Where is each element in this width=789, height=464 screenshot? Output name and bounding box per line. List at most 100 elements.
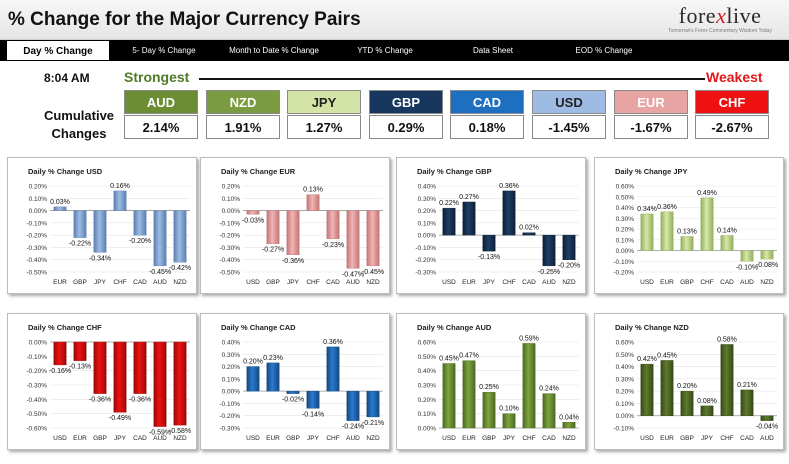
bar-eur [660, 211, 674, 251]
data-label: -0.02% [282, 397, 304, 404]
x-tick-label: JPY [94, 279, 107, 286]
data-label: 0.42% [637, 356, 657, 363]
data-label: 0.13% [303, 187, 323, 194]
tab-eod-change[interactable]: EOD % Change [575, 46, 633, 55]
data-label: -0.27% [262, 247, 284, 254]
y-tick-label: 0.20% [418, 208, 437, 215]
data-label: 0.10% [499, 406, 519, 413]
y-tick-label: -0.30% [219, 245, 240, 252]
x-tick-label: NZD [173, 279, 187, 286]
y-tick-label: 0.30% [616, 216, 635, 223]
x-tick-label: EUR [73, 435, 87, 442]
y-tick-label: 0.10% [29, 196, 48, 203]
bar-gbp [680, 390, 694, 416]
bar-jpy [482, 234, 496, 252]
bar-cad [720, 235, 734, 251]
data-label: -0.16% [49, 368, 71, 375]
y-tick-label: -0.10% [219, 401, 240, 408]
bar-aud [346, 210, 360, 269]
y-tick-label: 0.00% [222, 389, 241, 396]
bar-gbp [73, 210, 87, 238]
tab-ytd-change[interactable]: YTD % Change [357, 46, 413, 55]
bar-jpy [502, 413, 516, 429]
data-label: -0.36% [89, 397, 111, 404]
data-label: 0.04% [559, 414, 579, 421]
x-tick-label: NZD [173, 435, 187, 442]
bar-usd [53, 341, 67, 366]
tab-month-to-date-change[interactable]: Month to Date % Change [229, 46, 319, 55]
bar-gbp [266, 210, 280, 244]
x-tick-label: JPY [701, 435, 714, 442]
data-label: -0.58% [169, 428, 191, 435]
bar-nzd [562, 234, 576, 260]
tab-5-day-change[interactable]: 5- Day % Change [132, 46, 196, 55]
y-tick-label: 0.20% [29, 184, 48, 191]
tab-day-change[interactable]: Day % Change [6, 40, 110, 61]
y-tick-label: 0.30% [418, 196, 437, 203]
currency-value-gbp: 0.29% [369, 115, 443, 139]
currency-value-chf: -2.67% [695, 115, 769, 139]
data-label: -0.25% [538, 269, 560, 276]
chart-panel-eur: Daily % Change EUR 0.20% 0.10% 0.00% -0.10% -… [200, 157, 390, 294]
x-tick-label: USD [442, 435, 456, 442]
currency-box-gbp: GBP [369, 90, 443, 114]
x-tick-label: JPY [114, 435, 127, 442]
bar-eur [266, 362, 280, 392]
data-label: 0.13% [677, 229, 697, 236]
y-tick-label: -0.30% [415, 270, 436, 277]
bar-eur [462, 201, 476, 236]
x-tick-label: AUD [740, 279, 754, 286]
strength-scale-line [199, 78, 705, 80]
data-label: -0.59% [149, 430, 171, 437]
y-tick-label: -0.20% [219, 413, 240, 420]
chart-panel-jpy: Daily % Change JPY 0.60% 0.50% 0.40% 0.30% 0.… [594, 157, 784, 294]
y-tick-label: -0.40% [26, 257, 47, 264]
y-tick-label: -0.60% [26, 426, 47, 433]
chart-title: Daily % Change CHF [28, 323, 102, 332]
y-tick-label: 0.10% [616, 401, 635, 408]
tab-data-sheet[interactable]: Data Sheet [472, 46, 514, 55]
forexlive-logo[interactable]: forexlive Tomorrow's Forex Commentary Wi… [665, 4, 775, 36]
y-tick-label: 0.10% [418, 220, 437, 227]
x-tick-label: GBP [680, 279, 694, 286]
data-label: -0.13% [478, 254, 500, 261]
data-label: 0.25% [479, 384, 499, 391]
bar-chf [700, 197, 714, 251]
y-tick-label: -0.30% [219, 426, 240, 433]
bar-jpy [306, 390, 320, 409]
y-tick-label: 0.50% [616, 352, 635, 359]
bar-chart: Daily % Change NZD 0.60% 0.50% 0.40% 0.30% 0.… [613, 323, 778, 442]
bar-cad [326, 210, 340, 240]
x-tick-label: USD [640, 435, 654, 442]
chart-panel-aud: Daily % Change AUD 0.60% 0.50% 0.40% 0.30% 0.… [396, 313, 586, 450]
currency-box-cad: CAD [450, 90, 524, 114]
chart-panel-gbp: Daily % Change GBP 0.40% 0.30% 0.20% 0.10% 0.… [396, 157, 586, 294]
bar-nzd [562, 422, 576, 429]
y-tick-label: 0.40% [418, 184, 437, 191]
chart-title: Daily % Change USD [28, 167, 103, 176]
x-tick-label: NZD [562, 279, 576, 286]
data-label: 0.22% [439, 200, 459, 207]
bar-eur [53, 206, 67, 211]
currency-box-jpy: JPY [287, 90, 361, 114]
bar-chf [326, 346, 340, 392]
x-tick-label: EUR [266, 435, 280, 442]
chart-title: Daily % Change EUR [221, 167, 296, 176]
bar-gbp [286, 390, 300, 394]
title-bar: % Change for the Major Currency Pairs fo… [0, 0, 789, 40]
currency-value-nzd: 1.91% [206, 115, 280, 139]
bar-cad [542, 393, 556, 429]
x-tick-label: CHF [522, 435, 535, 442]
y-tick-label: 0.20% [222, 184, 241, 191]
currency-value-usd: -1.45% [532, 115, 606, 139]
nav-tabs: Day % Change 5- Day % Change Month to Da… [0, 40, 789, 61]
x-tick-label: EUR [660, 279, 674, 286]
x-tick-label: USD [640, 279, 654, 286]
data-label: 0.36% [323, 339, 343, 346]
chart-title: Daily % Change GBP [417, 167, 492, 176]
bar-chart: Daily % Change AUD 0.60% 0.50% 0.40% 0.30% 0.… [417, 323, 579, 442]
y-tick-label: 0.30% [616, 376, 635, 383]
data-label: 0.24% [539, 386, 559, 393]
x-tick-label: USD [53, 435, 67, 442]
